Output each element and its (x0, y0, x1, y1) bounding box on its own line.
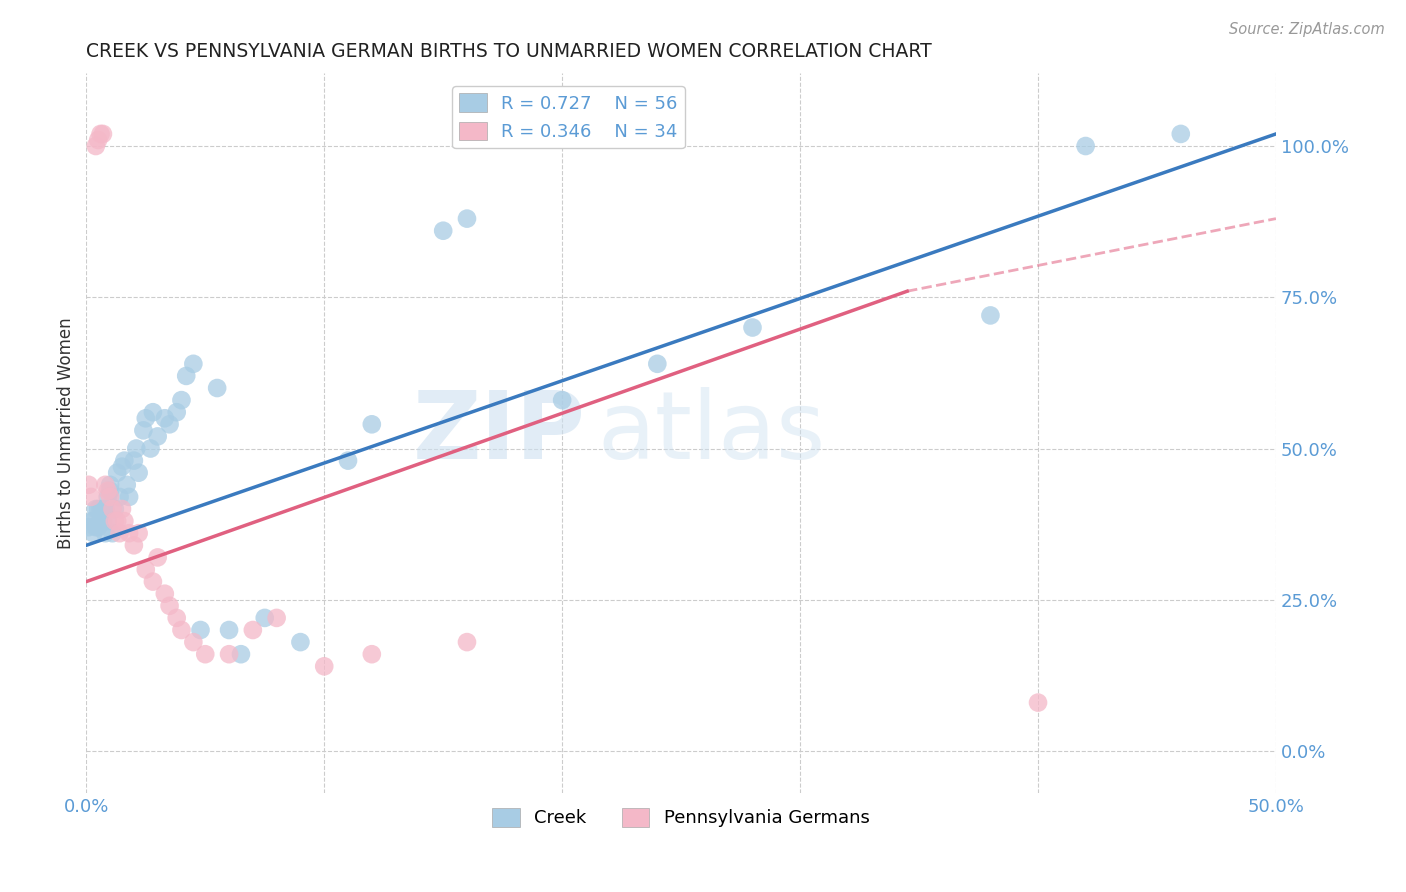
Point (266, 611, 288, 625)
Point (98, 490, 121, 504)
Point (97, 483, 120, 498)
Text: atlas: atlas (598, 387, 827, 479)
Point (1074, 139, 1097, 153)
Point (135, 411, 157, 425)
Point (194, 647, 217, 661)
Point (84, 139, 107, 153)
Y-axis label: Births to Unmarried Women: Births to Unmarried Women (58, 318, 75, 549)
Point (432, 224, 454, 238)
Point (159, 417, 181, 432)
Point (229, 647, 252, 661)
Point (205, 381, 228, 395)
Point (112, 453, 135, 467)
Point (105, 466, 128, 480)
Point (253, 611, 276, 625)
Point (166, 405, 188, 419)
Point (128, 526, 150, 541)
Point (551, 393, 574, 408)
Point (146, 550, 169, 565)
Point (90, 502, 112, 516)
Point (115, 478, 138, 492)
Point (91, 127, 114, 141)
Point (122, 538, 145, 552)
Point (98, 478, 121, 492)
Point (84, 520, 107, 534)
Point (1170, 127, 1192, 141)
Point (190, 623, 212, 637)
Point (87, 133, 110, 147)
Point (132, 423, 155, 437)
Point (153, 587, 176, 601)
Point (360, 647, 382, 661)
Point (91, 502, 114, 516)
Point (104, 502, 127, 516)
Point (77, 478, 100, 492)
Point (153, 411, 176, 425)
Point (87, 520, 110, 534)
Point (125, 442, 148, 456)
Point (104, 514, 127, 528)
Point (647, 357, 669, 371)
Point (170, 623, 193, 637)
Point (108, 526, 131, 541)
Point (146, 429, 169, 443)
Point (142, 574, 165, 589)
Point (82, 514, 104, 528)
Point (80, 490, 103, 504)
Text: ZIP: ZIP (413, 387, 586, 479)
Point (98, 483, 121, 498)
Point (142, 405, 165, 419)
Legend: Creek, Pennsylvania Germans: Creek, Pennsylvania Germans (485, 801, 877, 835)
Point (91, 514, 114, 528)
Point (183, 635, 205, 649)
Point (170, 393, 193, 408)
Point (118, 526, 141, 541)
Point (159, 599, 181, 613)
Point (456, 635, 478, 649)
Point (128, 466, 150, 480)
Point (122, 453, 145, 467)
Point (290, 635, 312, 649)
Point (118, 490, 141, 504)
Point (979, 309, 1001, 323)
Point (90, 127, 112, 141)
Point (337, 453, 360, 467)
Point (741, 320, 763, 334)
Point (111, 502, 134, 516)
Point (105, 514, 128, 528)
Point (101, 502, 124, 516)
Point (101, 526, 124, 541)
Point (97, 514, 120, 528)
Point (90, 514, 112, 528)
Point (77, 520, 100, 534)
Point (111, 459, 134, 474)
Point (456, 211, 478, 226)
Point (166, 611, 188, 625)
Point (87, 502, 110, 516)
Point (135, 562, 157, 576)
Point (82, 526, 104, 541)
Point (218, 623, 240, 637)
Point (360, 417, 382, 432)
Point (139, 442, 162, 456)
Point (314, 659, 336, 673)
Point (108, 490, 131, 504)
Point (80, 514, 103, 528)
Point (84, 502, 107, 516)
Point (94, 526, 117, 541)
Point (218, 647, 240, 661)
Point (97, 490, 120, 504)
Point (1026, 696, 1049, 710)
Point (174, 368, 197, 383)
Point (94, 478, 117, 492)
Point (94, 502, 117, 516)
Text: Source: ZipAtlas.com: Source: ZipAtlas.com (1229, 22, 1385, 37)
Text: CREEK VS PENNSYLVANIA GERMAN BIRTHS TO UNMARRIED WOMEN CORRELATION CHART: CREEK VS PENNSYLVANIA GERMAN BIRTHS TO U… (86, 42, 932, 61)
Point (183, 357, 205, 371)
Point (242, 623, 264, 637)
Point (112, 514, 135, 528)
